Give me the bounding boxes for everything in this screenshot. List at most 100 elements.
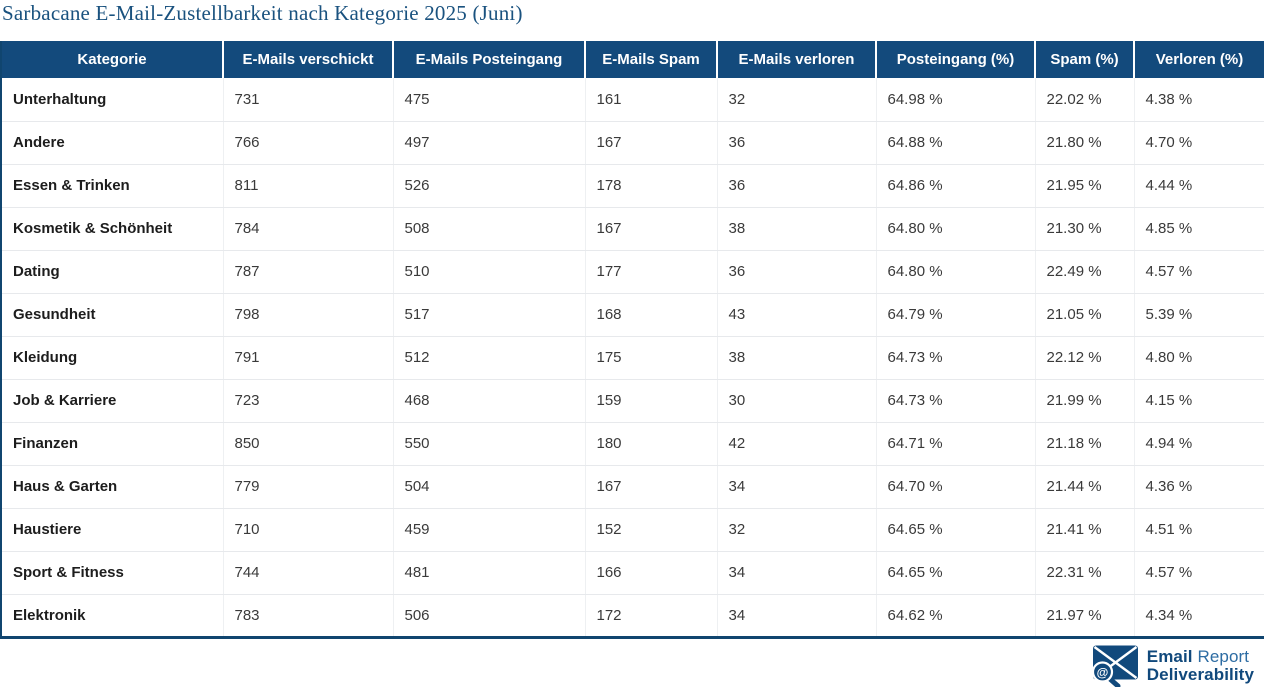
value-cell: 21.95 % bbox=[1034, 164, 1134, 208]
value-cell: 22.49 % bbox=[1034, 250, 1134, 294]
value-cell: 784 bbox=[222, 207, 393, 251]
envelope-magnifier-at-icon: @ bbox=[1091, 645, 1138, 687]
value-cell: 36 bbox=[716, 250, 876, 294]
value-cell: 731 bbox=[222, 78, 393, 122]
value-cell: 504 bbox=[392, 465, 585, 509]
value-cell: 21.97 % bbox=[1034, 594, 1134, 639]
value-cell: 22.12 % bbox=[1034, 336, 1134, 380]
value-cell: 64.88 % bbox=[875, 121, 1035, 165]
value-cell: 779 bbox=[222, 465, 393, 509]
value-cell: 177 bbox=[584, 250, 717, 294]
value-cell: 506 bbox=[392, 594, 585, 639]
value-cell: 159 bbox=[584, 379, 717, 423]
value-cell: 21.41 % bbox=[1034, 508, 1134, 552]
value-cell: 468 bbox=[392, 379, 585, 423]
value-cell: 166 bbox=[584, 551, 717, 595]
value-cell: 4.94 % bbox=[1133, 422, 1264, 466]
value-cell: 180 bbox=[584, 422, 717, 466]
value-cell: 64.71 % bbox=[875, 422, 1035, 466]
value-cell: 152 bbox=[584, 508, 717, 552]
header-verloren-pct: Verloren (%) bbox=[1133, 41, 1264, 78]
value-cell: 21.30 % bbox=[1034, 207, 1134, 251]
value-cell: 21.80 % bbox=[1034, 121, 1134, 165]
value-cell: 4.44 % bbox=[1133, 164, 1264, 208]
brand-word-deliverability: Deliverability bbox=[1146, 665, 1254, 684]
value-cell: 64.73 % bbox=[875, 379, 1035, 423]
value-cell: 4.57 % bbox=[1133, 551, 1264, 595]
value-cell: 508 bbox=[392, 207, 585, 251]
value-cell: 178 bbox=[584, 164, 717, 208]
brand-logo: @ Email Report Deliverability bbox=[1089, 645, 1254, 687]
header-posteingang-pct: Posteingang (%) bbox=[875, 41, 1035, 78]
brand-word-report: Report bbox=[1197, 647, 1250, 666]
value-cell: 43 bbox=[716, 293, 876, 337]
value-cell: 510 bbox=[392, 250, 585, 294]
table-row: Andere 766 497 167 36 64.88 % 21.80 % 4.70 % bbox=[1, 121, 1264, 165]
value-cell: 64.73 % bbox=[875, 336, 1035, 380]
value-cell: 497 bbox=[392, 121, 585, 165]
table-row: Unterhaltung 731 475 161 32 64.98 % 22.02 % 4.3… bbox=[1, 78, 1264, 122]
value-cell: 64.70 % bbox=[875, 465, 1035, 509]
value-cell: 36 bbox=[716, 164, 876, 208]
value-cell: 64.79 % bbox=[875, 293, 1035, 337]
header-emails-spam: E-Mails Spam bbox=[584, 41, 717, 78]
header-row: Kategorie E-Mails verschickt E-Mails Pos… bbox=[1, 41, 1264, 78]
value-cell: 850 bbox=[222, 422, 393, 466]
value-cell: 64.65 % bbox=[875, 508, 1035, 552]
category-cell: Unterhaltung bbox=[1, 78, 223, 122]
header-kategorie: Kategorie bbox=[1, 41, 223, 78]
table-row: Kleidung 791 512 175 38 64.73 % 22.12 % 4.80 % bbox=[1, 336, 1264, 380]
value-cell: 4.80 % bbox=[1133, 336, 1264, 380]
header-emails-verloren: E-Mails verloren bbox=[716, 41, 876, 78]
value-cell: 167 bbox=[584, 465, 717, 509]
value-cell: 783 bbox=[222, 594, 393, 639]
value-cell: 21.44 % bbox=[1034, 465, 1134, 509]
value-cell: 21.99 % bbox=[1034, 379, 1134, 423]
value-cell: 64.86 % bbox=[875, 164, 1035, 208]
value-cell: 36 bbox=[716, 121, 876, 165]
value-cell: 4.70 % bbox=[1133, 121, 1264, 165]
header-spam-pct: Spam (%) bbox=[1034, 41, 1134, 78]
value-cell: 459 bbox=[392, 508, 585, 552]
value-cell: 38 bbox=[716, 336, 876, 380]
value-cell: 517 bbox=[392, 293, 585, 337]
value-cell: 791 bbox=[222, 336, 393, 380]
value-cell: 550 bbox=[392, 422, 585, 466]
value-cell: 710 bbox=[222, 508, 393, 552]
value-cell: 4.38 % bbox=[1133, 78, 1264, 122]
value-cell: 64.80 % bbox=[875, 250, 1035, 294]
value-cell: 32 bbox=[716, 508, 876, 552]
category-cell: Job & Karriere bbox=[1, 379, 223, 423]
category-cell: Dating bbox=[1, 250, 223, 294]
value-cell: 167 bbox=[584, 207, 717, 251]
table-row: Dating 787 510 177 36 64.80 % 22.49 % 4.57 % bbox=[1, 250, 1264, 294]
svg-text:@: @ bbox=[1096, 666, 1108, 680]
table-row: Finanzen 850 550 180 42 64.71 % 21.18 % 4.94 % bbox=[1, 422, 1264, 466]
table-row: Sport & Fitness 744 481 166 34 64.65 % 22.31 %… bbox=[1, 551, 1264, 595]
value-cell: 167 bbox=[584, 121, 717, 165]
table-body: Unterhaltung 731 475 161 32 64.98 % 22.02 % 4.3… bbox=[1, 78, 1264, 639]
value-cell: 34 bbox=[716, 551, 876, 595]
header-emails-posteingang: E-Mails Posteingang bbox=[392, 41, 585, 78]
category-cell: Haus & Garten bbox=[1, 465, 223, 509]
brand-text: Email Report Deliverability bbox=[1147, 648, 1254, 684]
category-cell: Essen & Trinken bbox=[1, 164, 223, 208]
value-cell: 4.85 % bbox=[1133, 207, 1264, 251]
table-header: Kategorie E-Mails verschickt E-Mails Pos… bbox=[1, 41, 1264, 78]
value-cell: 22.02 % bbox=[1034, 78, 1134, 122]
value-cell: 481 bbox=[392, 551, 585, 595]
category-cell: Sport & Fitness bbox=[1, 551, 223, 595]
value-cell: 22.31 % bbox=[1034, 551, 1134, 595]
category-cell: Finanzen bbox=[1, 422, 223, 466]
value-cell: 42 bbox=[716, 422, 876, 466]
value-cell: 21.18 % bbox=[1034, 422, 1134, 466]
brand-line-2: Deliverability bbox=[1147, 666, 1254, 684]
value-cell: 4.57 % bbox=[1133, 250, 1264, 294]
value-cell: 4.51 % bbox=[1133, 508, 1264, 552]
table-row: Haustiere 710 459 152 32 64.65 % 21.41 % 4.51 % bbox=[1, 508, 1264, 552]
category-cell: Haustiere bbox=[1, 508, 223, 552]
table-row: Essen & Trinken 811 526 178 36 64.86 % 21.95 %… bbox=[1, 164, 1264, 208]
value-cell: 172 bbox=[584, 594, 717, 639]
value-cell: 475 bbox=[392, 78, 585, 122]
